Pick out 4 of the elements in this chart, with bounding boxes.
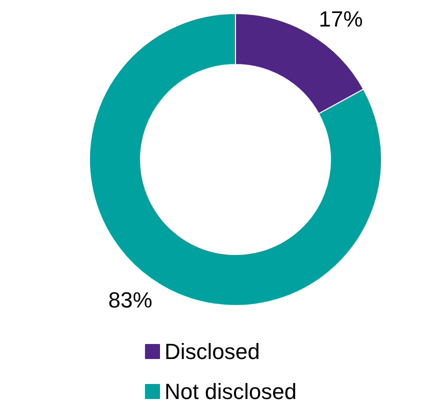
data-label: 83% (108, 288, 152, 313)
legend-label: Disclosed (164, 339, 260, 364)
legend-label: Not disclosed (164, 379, 297, 403)
data-label: 17% (318, 6, 363, 32)
